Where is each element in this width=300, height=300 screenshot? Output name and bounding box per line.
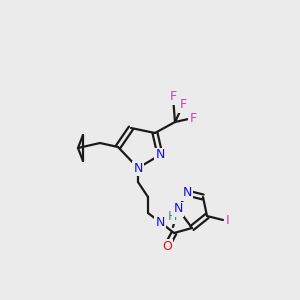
Text: N: N — [155, 148, 165, 161]
Text: I: I — [226, 214, 230, 226]
Text: N: N — [182, 187, 192, 200]
Text: F: F — [169, 91, 177, 103]
Text: N: N — [155, 215, 165, 229]
Text: N: N — [173, 202, 183, 215]
Text: N: N — [133, 161, 143, 175]
Text: F: F — [179, 98, 187, 112]
Text: H: H — [167, 209, 177, 223]
Text: F: F — [189, 112, 197, 124]
Text: O: O — [162, 239, 172, 253]
